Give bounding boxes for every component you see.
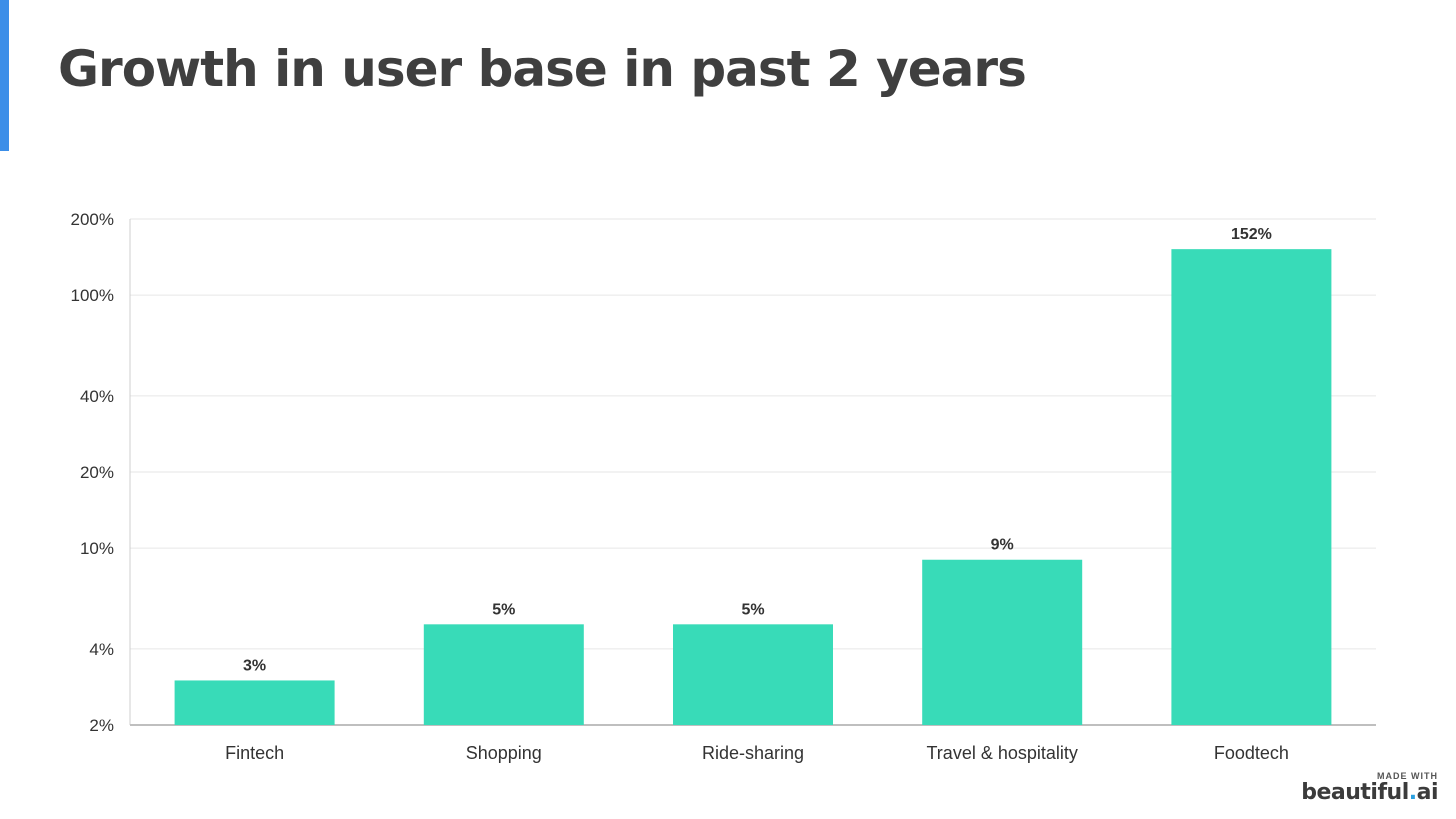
accent-bar	[0, 0, 9, 151]
logo-text: beautiful	[1301, 780, 1409, 805]
bar-ride-sharing	[673, 624, 833, 725]
y-tick-label: 4%	[89, 640, 114, 659]
data-label: 152%	[1231, 226, 1272, 243]
x-category-label: Foodtech	[1214, 743, 1289, 763]
logo-suffix: ai	[1416, 780, 1439, 805]
label-layer: 3% Fintech 5% Shopping 5% Ride-sharing 9% Trave…	[225, 226, 1289, 763]
y-tick-label: 40%	[80, 387, 114, 406]
data-label: 9%	[991, 537, 1014, 554]
made-with-label: MADE WITH	[1377, 771, 1438, 781]
x-category-label: Ride-sharing	[702, 743, 804, 763]
bar-foodtech	[1171, 249, 1332, 725]
bar-travel-hospitality	[922, 559, 1083, 725]
axis-layer: 2% 4% 10% 20% 40% 100% 200%	[71, 210, 1376, 735]
y-tick-label: 100%	[71, 286, 114, 305]
logo-dot: .	[1408, 780, 1417, 805]
slide-title: Growth in user base in past 2 years	[58, 40, 1027, 98]
brand-watermark: MADE WITH beautiful.ai	[1301, 771, 1438, 805]
beautiful-ai-logo: beautiful.ai	[1301, 781, 1438, 805]
data-label: 5%	[492, 601, 515, 618]
y-tick-label: 2%	[89, 716, 114, 735]
data-label: 3%	[243, 657, 266, 674]
bar-shopping	[423, 624, 584, 725]
bar-layer	[174, 249, 1332, 725]
x-category-label: Fintech	[225, 743, 284, 763]
bar-fintech	[174, 680, 335, 725]
data-label: 5%	[741, 601, 764, 618]
y-tick-label: 10%	[80, 539, 114, 558]
x-category-label: Shopping	[466, 743, 542, 763]
y-tick-label: 20%	[80, 463, 114, 482]
x-category-label: Travel & hospitality	[926, 743, 1077, 763]
y-tick-label: 200%	[71, 210, 114, 229]
